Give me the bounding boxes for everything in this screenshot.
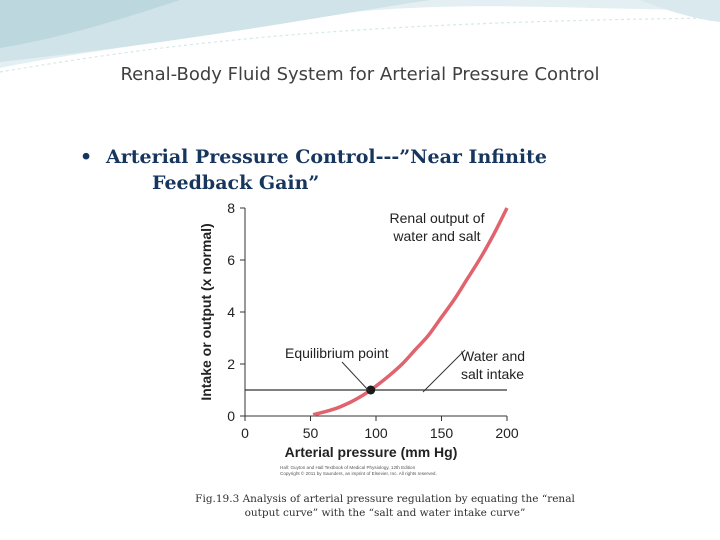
x-tick-label: 0 xyxy=(241,425,249,441)
x-tick-label: 50 xyxy=(303,425,319,441)
copyright-line1: Hall: Guyton and Hall Textbook of Medica… xyxy=(280,465,416,470)
caption-line1: Fig.19.3 Analysis of arterial pressure r… xyxy=(195,493,575,505)
equilibrium-point-marker xyxy=(366,385,376,395)
renal-label-line2: water and salt xyxy=(392,228,480,244)
copyright-line2: Copyright © 2011 by Saunders, an imprint… xyxy=(280,470,437,476)
chart-figure: 0 50 100 150 200 0 2 4 6 8 Renal output of water … xyxy=(197,200,533,482)
y-tick-label: 8 xyxy=(227,200,235,216)
renal-label-line1: Renal output of xyxy=(390,210,485,226)
slide-title: Renal-Body Fluid System for Arterial Pre… xyxy=(120,64,600,85)
background-wave xyxy=(0,0,720,73)
bullet-symbol: • xyxy=(80,146,93,168)
x-tick-label: 100 xyxy=(364,425,388,441)
y-axis-label: Intake or output (x normal) xyxy=(198,223,214,400)
y-tick-label: 0 xyxy=(227,408,235,424)
intake-label-line1: Water and xyxy=(461,348,525,364)
bullet-text-line1: Arterial Pressure Control---”Near Infini… xyxy=(106,146,547,168)
caption-line2: output curve” with the “salt and water i… xyxy=(244,507,526,519)
x-tick-label: 200 xyxy=(495,425,519,441)
y-tick-label: 2 xyxy=(227,356,235,372)
intake-arrow xyxy=(422,349,466,393)
y-tick-label: 6 xyxy=(227,252,235,268)
x-tick-label: 150 xyxy=(430,425,454,441)
x-axis-label: Arterial pressure (mm Hg) xyxy=(285,444,458,460)
equilibrium-label: Equilibrium point xyxy=(285,345,389,361)
renal-output-curve xyxy=(312,207,509,417)
intake-label-line2: salt intake xyxy=(461,366,524,382)
equilibrium-arrow xyxy=(341,361,370,392)
figure-caption: Fig.19.3 Analysis of arterial pressure r… xyxy=(195,492,575,520)
y-tick-label: 4 xyxy=(227,304,235,320)
pressure-chart: 0 50 100 150 200 0 2 4 6 8 Renal output of water … xyxy=(198,200,525,476)
bullet-text-line2: Feedback Gain” xyxy=(152,172,320,194)
